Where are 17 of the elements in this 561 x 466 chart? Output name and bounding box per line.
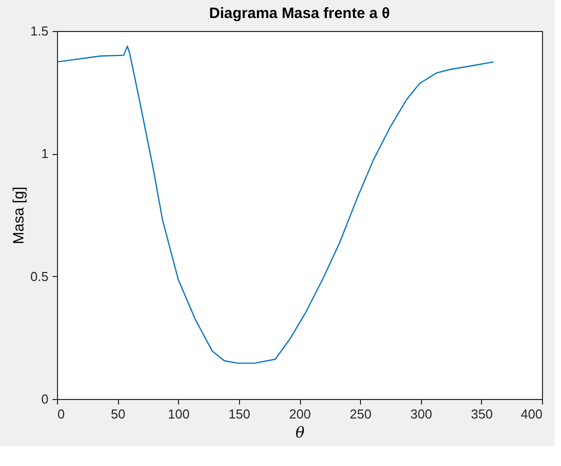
- x-tick-label: 300: [410, 406, 432, 422]
- y-tick-label: 0.5: [30, 268, 48, 284]
- x-tick-label: 250: [350, 406, 372, 422]
- line-series: [56, 46, 494, 364]
- y-tick-label: 1.5: [30, 24, 48, 38]
- y-tick-label: 0: [41, 392, 48, 406]
- x-axis-title: θ: [295, 424, 305, 442]
- chart-title: Diagrama Masa frente a θ: [209, 5, 390, 22]
- x-tick-label: 400: [520, 406, 542, 422]
- x-tick-label: 100: [168, 406, 190, 422]
- y-tick-label: 1: [41, 146, 48, 162]
- x-tick-label: 0: [58, 406, 65, 422]
- x-tick-label: 350: [471, 406, 493, 422]
- x-tick-label: 50: [110, 406, 126, 422]
- x-tick-label: 150: [228, 406, 250, 422]
- x-tick-label: 200: [289, 406, 311, 422]
- y-axis-title: Masa [g]: [10, 186, 28, 244]
